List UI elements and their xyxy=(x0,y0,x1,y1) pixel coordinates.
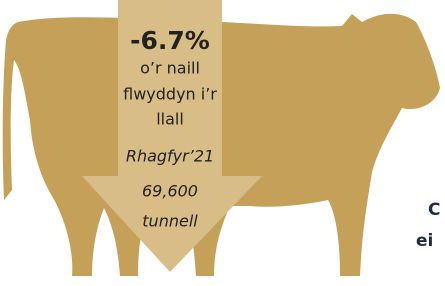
change-note: o’r naill xyxy=(140,59,200,78)
period: Rhagfyr’21 xyxy=(126,147,214,166)
change-value: -6.7% xyxy=(130,26,210,55)
side-text: C xyxy=(428,200,440,220)
side-text: ei xyxy=(416,231,433,251)
amount-unit: tunnell xyxy=(142,212,198,231)
infographic: -6.7% o’r naill flwyddyn i’r llall Rhagf… xyxy=(0,0,445,286)
amount: 69,600 xyxy=(142,182,198,201)
change-note: flwyddyn i’r xyxy=(123,85,217,104)
change-note: llall xyxy=(156,110,184,129)
